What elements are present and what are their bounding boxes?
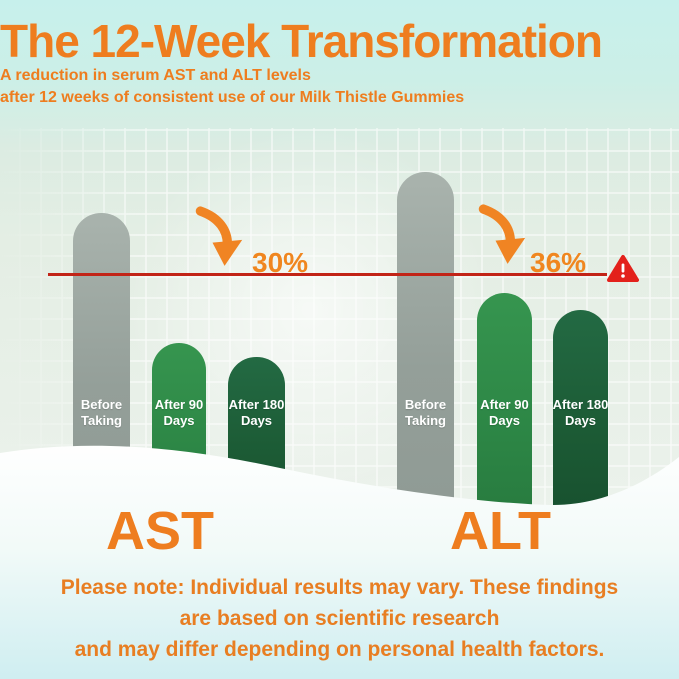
disclaimer-line-2: are based on scientific research (179, 607, 500, 630)
reduction-percent-label-alt: 36% (530, 247, 587, 278)
group-label-alt: ALT (450, 501, 551, 561)
disclaimer-note: Please note: Individual results may vary… (0, 572, 679, 665)
threshold-line (48, 273, 607, 276)
bar-label: Before Taking (80, 397, 123, 428)
bar-label: Before Taking (404, 397, 447, 428)
bar-label: After 180 Days (228, 397, 285, 428)
warning-icon (607, 255, 639, 282)
disclaimer-line-1: Please note: Individual results may vary… (60, 576, 619, 599)
group-label-ast: AST (106, 501, 214, 561)
reduction-arrow-icon (195, 206, 243, 266)
bar-ast-before-taking: Before Taking (73, 213, 130, 530)
bar-label: After 180 Days (552, 397, 609, 428)
bar-alt-after-90-days: After 90 Days (477, 293, 532, 530)
bar-alt-before-taking: Before Taking (397, 172, 454, 530)
bar-ast-after-180-days: After 180 Days (228, 357, 285, 530)
bar-alt-after-180-days: After 180 Days (553, 310, 608, 530)
disclaimer-line-3: and may differ depending on personal hea… (74, 638, 605, 661)
reduction-percent-label-ast: 30% (252, 247, 309, 278)
bar-label: After 90 Days (154, 397, 204, 428)
reduction-arrow-icon (478, 204, 526, 264)
bar-label: After 90 Days (480, 397, 529, 428)
